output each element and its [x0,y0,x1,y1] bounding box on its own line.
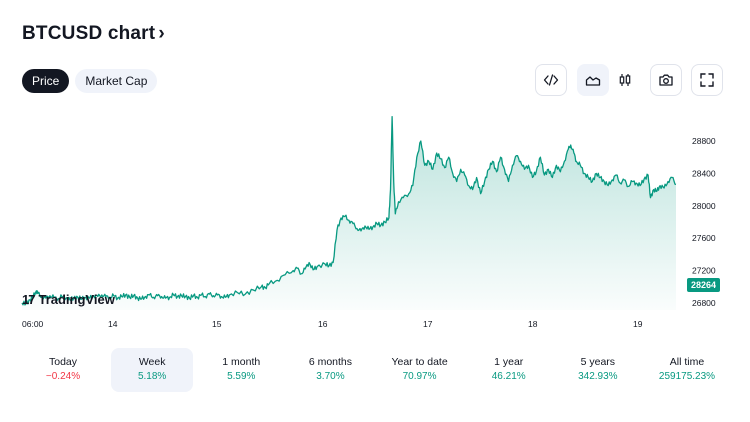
period-change: 342.93% [578,371,618,382]
fullscreen-icon [700,73,714,87]
tab-price[interactable]: Price [22,69,70,93]
period-label: 6 months [308,356,353,368]
period-change: 5.18% [137,371,167,382]
period-selector: Today −0.24% Week 5.18% 1 month 5.59% 6 mon… [22,348,728,392]
y-tick-label: 27200 [692,266,716,276]
price-area-fill [22,116,676,310]
chart-title: BTCUSD chart [22,23,156,44]
period-label: 1 year [494,356,524,368]
period-label: 1 month [222,356,261,368]
current-price-badge: 28264 [687,278,720,292]
y-tick-label: 28400 [692,168,716,178]
period-6-months[interactable]: 6 months 3.70% [289,348,371,392]
area-chart-button[interactable] [577,64,609,96]
period-label: 5 years [580,356,616,368]
period-label: Today [48,356,78,368]
y-tick-label: 28000 [692,201,716,211]
chevron-right-icon: › [158,23,165,44]
embed-button[interactable] [535,64,567,96]
period-change: 46.21% [491,371,526,382]
period-change: 259175.23% [658,371,716,382]
period-1-year[interactable]: 1 year 46.21% [468,348,550,392]
tradingview-wordmark: TradingView [38,292,115,307]
period-all-time[interactable]: All time 259175.23% [646,348,728,392]
period-change: 3.70% [316,371,345,382]
period-label: Week [138,356,166,368]
period-year-to-date[interactable]: Year to date 70.97% [379,348,461,392]
tradingview-logo[interactable]: 17 TradingView [22,292,115,307]
x-tick-label: 14 [108,319,118,329]
x-tick-label: 19 [633,319,643,329]
tab-market-cap[interactable]: Market Cap [75,69,158,93]
area-chart-icon [585,76,601,86]
period-label: Year to date [391,356,448,368]
x-tick-label: 18 [528,319,538,329]
y-axis: 28800 28400 28000 27600 27200 26800 [692,136,716,308]
period-change: 70.97% [402,371,437,382]
price-chart-svg: 28800 28400 28000 27600 27200 26800 06:00 14 15… [21,116,716,329]
period-5-years[interactable]: 5 years 342.93% [557,348,639,392]
tab-bar: Price Market Cap [22,69,158,93]
period-change: 5.59% [227,371,256,382]
y-tick-label: 28800 [692,136,716,146]
candlestick-button[interactable] [609,64,641,96]
camera-icon [659,74,673,86]
period-1-month[interactable]: 1 month 5.59% [200,348,282,392]
price-line [21,116,677,306]
x-tick-label: 06:00 [22,319,44,329]
y-tick-label: 27600 [692,233,716,243]
embed-code-icon [543,74,559,86]
candlestick-icon [619,74,631,86]
x-tick-label: 17 [423,319,433,329]
period-today[interactable]: Today −0.24% [22,348,104,392]
period-change: −0.24% [45,371,81,382]
fullscreen-button[interactable] [691,64,723,96]
tradingview-mark-icon: 17 [22,292,36,307]
x-tick-label: 16 [318,319,328,329]
y-tick-label: 26800 [692,298,716,308]
period-label: All time [669,356,705,368]
price-chart[interactable]: 28800 28400 28000 27600 27200 26800 06:00 14 15… [0,100,750,340]
period-week[interactable]: Week 5.18% [111,348,194,392]
x-axis: 06:00 14 15 16 17 18 19 [22,319,643,329]
screenshot-button[interactable] [650,64,682,96]
page-title[interactable]: BTCUSD chart › [22,23,165,45]
x-tick-label: 15 [212,319,222,329]
